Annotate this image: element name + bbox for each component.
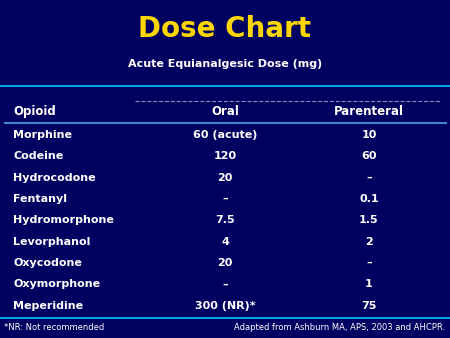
Text: Hydrocodone: Hydrocodone [14, 173, 96, 183]
Text: 7.5: 7.5 [215, 215, 235, 225]
Text: Parenteral: Parenteral [334, 105, 404, 118]
Text: Oral: Oral [211, 105, 239, 118]
Text: 2: 2 [365, 237, 373, 247]
Text: Codeine: Codeine [14, 151, 64, 162]
Text: Adapted from Ashburn MA, APS, 2003 and AHCPR.: Adapted from Ashburn MA, APS, 2003 and A… [234, 323, 446, 332]
Text: 1: 1 [365, 279, 373, 289]
Text: –: – [366, 173, 372, 183]
Text: Morphine: Morphine [14, 130, 72, 140]
Text: Acute Equianalgesic Dose (mg): Acute Equianalgesic Dose (mg) [128, 59, 322, 69]
Text: Oxymorphone: Oxymorphone [14, 279, 101, 289]
Text: 60 (acute): 60 (acute) [193, 130, 257, 140]
Text: Hydromorphone: Hydromorphone [14, 215, 114, 225]
Text: –: – [222, 279, 228, 289]
Text: 0.1: 0.1 [359, 194, 379, 204]
Text: 1.5: 1.5 [359, 215, 379, 225]
Text: –: – [222, 194, 228, 204]
Text: 120: 120 [213, 151, 237, 162]
Text: Meperidine: Meperidine [14, 300, 84, 311]
Text: 60: 60 [361, 151, 377, 162]
Text: 10: 10 [361, 130, 377, 140]
Text: 75: 75 [361, 300, 377, 311]
Text: Dose Chart: Dose Chart [139, 15, 311, 43]
Text: Fentanyl: Fentanyl [14, 194, 68, 204]
Text: 300 (NR)*: 300 (NR)* [195, 300, 255, 311]
Text: Levorphanol: Levorphanol [14, 237, 91, 247]
Text: Oxycodone: Oxycodone [14, 258, 82, 268]
Text: 20: 20 [217, 258, 233, 268]
Text: 4: 4 [221, 237, 229, 247]
Text: 20: 20 [217, 173, 233, 183]
Text: –: – [366, 258, 372, 268]
Text: Opioid: Opioid [14, 105, 56, 118]
Text: *NR: Not recommended: *NR: Not recommended [4, 323, 105, 332]
